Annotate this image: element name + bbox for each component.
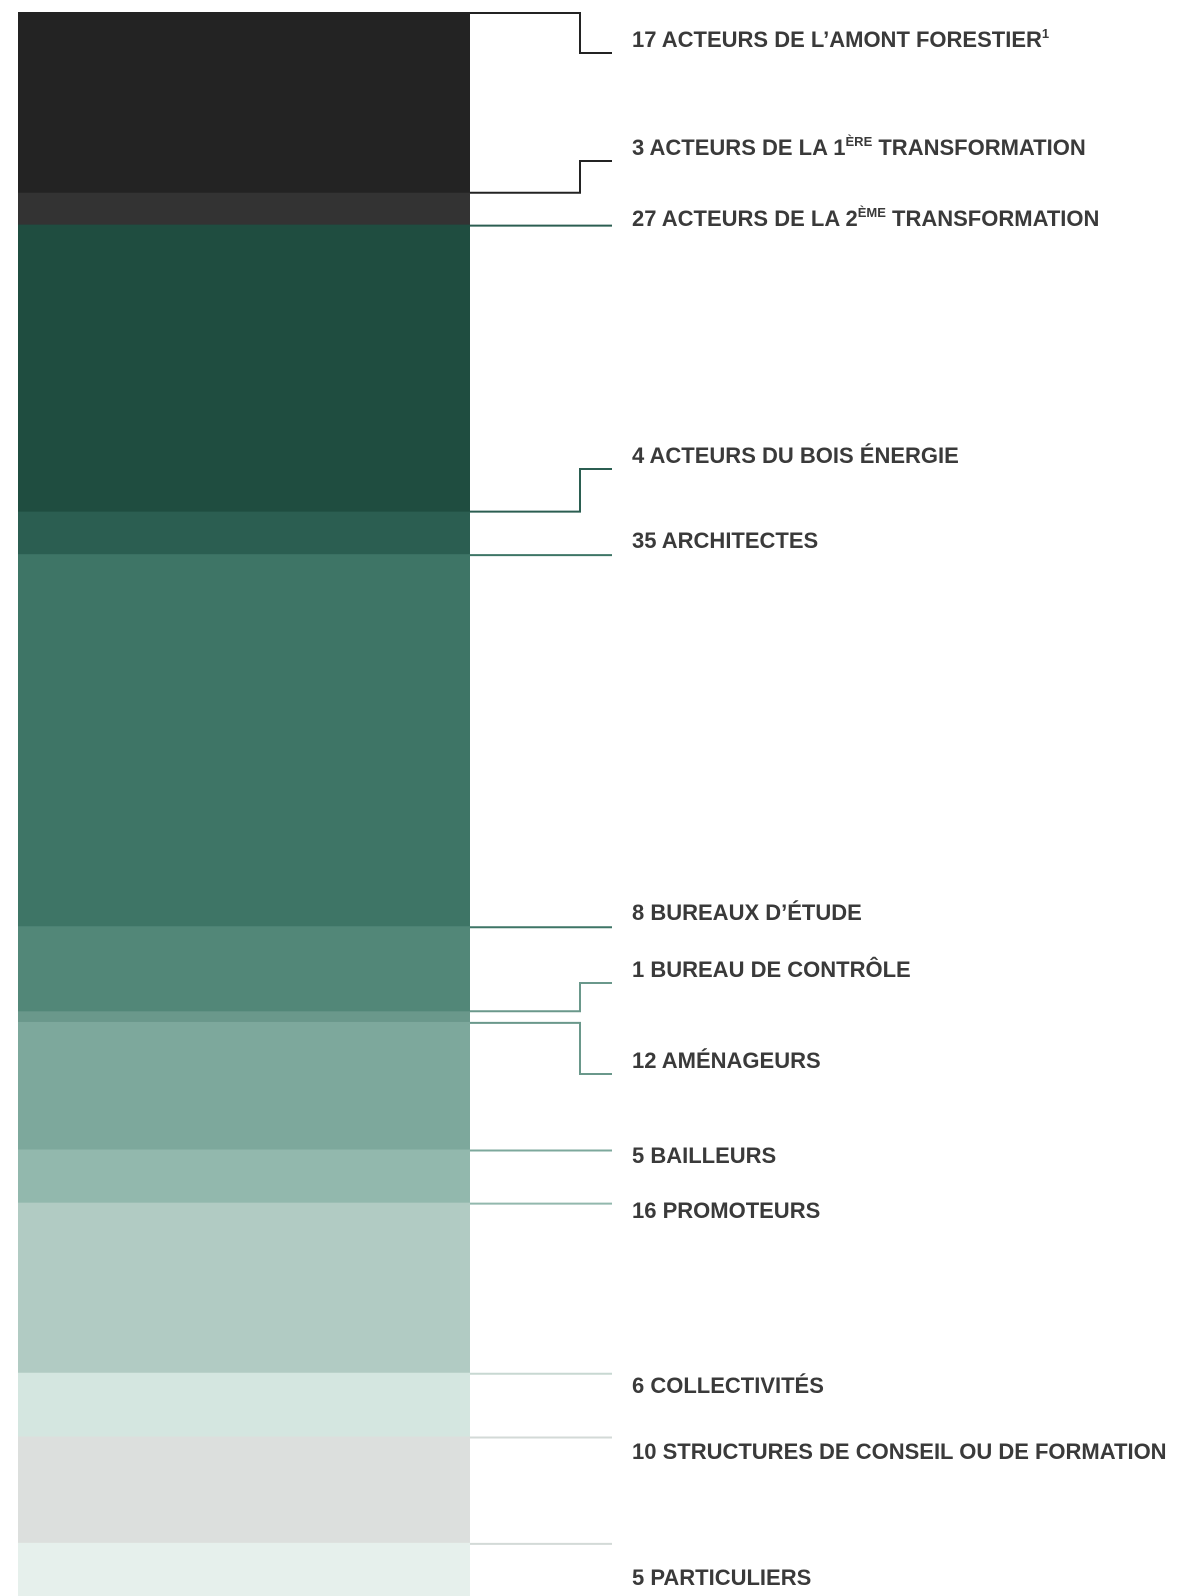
connector-line-7 bbox=[470, 982, 612, 1013]
segment-label-5: 35 ARCHITECTES bbox=[632, 528, 818, 553]
segment-label-superscript: ÈME bbox=[858, 205, 887, 220]
segment-label-4: 4 ACTEURS DU BOIS ÉNERGIE bbox=[632, 443, 959, 468]
segment-label-text: 17 ACTEURS DE L’AMONT FORESTIER bbox=[632, 27, 1042, 52]
segment-label-text: 1 BUREAU DE CONTRÔLE bbox=[632, 957, 911, 982]
bar-segment-9 bbox=[18, 1149, 470, 1204]
bar-segment-1 bbox=[18, 12, 470, 194]
segment-label-9: 5 BAILLEURS bbox=[632, 1143, 776, 1168]
segment-labels: 17 ACTEURS DE L’AMONT FORESTIER1 3 ACTEUR… bbox=[632, 26, 1167, 1590]
connector-line-4 bbox=[470, 468, 612, 513]
bar-segment-2 bbox=[18, 192, 470, 226]
segment-label-text: 16 PROMOTEURS bbox=[632, 1198, 820, 1223]
bar-segment-6 bbox=[18, 926, 470, 1012]
segment-label-text: 27 ACTEURS DE LA 2 bbox=[632, 206, 858, 231]
segment-label-text: 12 AMÉNAGEURS bbox=[632, 1048, 821, 1073]
segment-label-6: 8 BUREAUX D’ÉTUDE bbox=[632, 900, 862, 925]
connector-line-2 bbox=[470, 160, 612, 194]
bar-segment-8 bbox=[18, 1021, 470, 1151]
connector-line-1 bbox=[470, 12, 612, 54]
bar-segment-4 bbox=[18, 511, 470, 555]
segment-label-7: 1 BUREAU DE CONTRÔLE bbox=[632, 957, 911, 982]
connector-line-8 bbox=[470, 1021, 612, 1075]
bar-segment-13 bbox=[18, 1542, 470, 1596]
segment-label-text: 3 ACTEURS DE LA 1 bbox=[632, 135, 846, 160]
segment-label-suffix: TRANSFORMATION bbox=[886, 206, 1099, 231]
bar-segment-7 bbox=[18, 1011, 470, 1023]
segment-label-1: 17 ACTEURS DE L’AMONT FORESTIER1 bbox=[632, 26, 1049, 52]
bar-segment-12 bbox=[18, 1436, 470, 1544]
bar-segment-10 bbox=[18, 1202, 470, 1374]
segment-label-text: 10 STRUCTURES DE CONSEIL OU DE FORMATION bbox=[632, 1439, 1167, 1464]
segment-label-10: 16 PROMOTEURS bbox=[632, 1198, 820, 1223]
connector-lines bbox=[470, 12, 612, 1545]
segment-label-11: 6 COLLECTIVITÉS bbox=[632, 1373, 824, 1398]
bar-segment-11 bbox=[18, 1372, 470, 1438]
segment-label-text: 8 BUREAUX D’ÉTUDE bbox=[632, 900, 862, 925]
segment-label-text: 35 ARCHITECTES bbox=[632, 528, 818, 553]
bar-segments bbox=[18, 12, 470, 1596]
bar-segment-3 bbox=[18, 224, 470, 513]
segment-label-12: 10 STRUCTURES DE CONSEIL OU DE FORMATION bbox=[632, 1439, 1167, 1464]
segment-label-text: 4 ACTEURS DU BOIS ÉNERGIE bbox=[632, 443, 959, 468]
segment-label-suffix: TRANSFORMATION bbox=[872, 135, 1085, 160]
segment-label-13: 5 PARTICULIERS bbox=[632, 1565, 811, 1590]
segment-label-2: 3 ACTEURS DE LA 1ÈRE TRANSFORMATION bbox=[632, 134, 1086, 160]
segment-label-text: 5 BAILLEURS bbox=[632, 1143, 776, 1168]
segment-label-superscript: 1 bbox=[1042, 26, 1049, 41]
segment-label-text: 6 COLLECTIVITÉS bbox=[632, 1373, 824, 1398]
bar-segment-5 bbox=[18, 554, 470, 927]
segment-label-text: 5 PARTICULIERS bbox=[632, 1565, 811, 1590]
segment-label-8: 12 AMÉNAGEURS bbox=[632, 1048, 821, 1073]
segment-label-3: 27 ACTEURS DE LA 2ÈME TRANSFORMATION bbox=[632, 205, 1099, 231]
segment-label-superscript: ÈRE bbox=[846, 134, 873, 149]
